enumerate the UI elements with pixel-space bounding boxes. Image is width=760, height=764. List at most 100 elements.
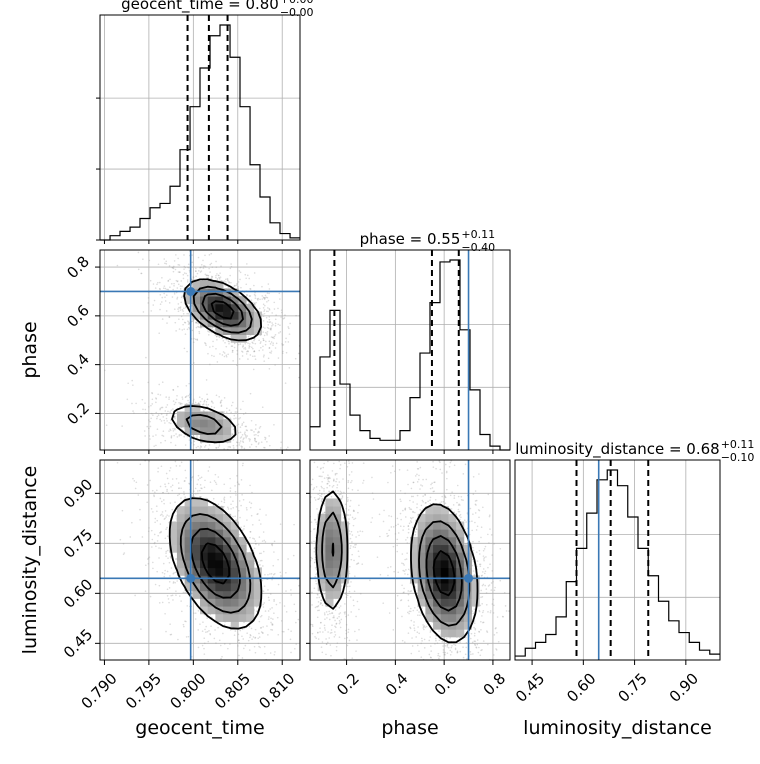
scatter-point: [295, 675, 297, 677]
scatter-point: [155, 287, 157, 289]
scatter-point: [404, 559, 406, 561]
scatter-point: [255, 297, 257, 299]
scatter-point: [251, 675, 253, 677]
scatter-point: [246, 353, 248, 355]
scatter-point: [264, 298, 266, 300]
scatter-point: [274, 573, 276, 575]
scatter-point: [180, 497, 182, 499]
scatter-point: [263, 315, 265, 317]
scatter-point: [340, 627, 342, 629]
scatter-point: [264, 574, 266, 576]
scatter-point: [220, 645, 222, 647]
scatter-point: [340, 612, 342, 614]
scatter-point: [209, 271, 211, 273]
scatter-point: [150, 405, 152, 407]
scatter-point: [264, 439, 266, 441]
scatter-point: [234, 485, 236, 487]
scatter-point: [166, 473, 168, 475]
scatter-point: [165, 406, 167, 408]
scatter-point: [175, 254, 177, 256]
scatter-point: [268, 618, 270, 620]
scatter-point: [210, 625, 212, 627]
scatter-point: [288, 328, 290, 330]
scatter-point: [361, 563, 363, 565]
scatter-point: [163, 435, 165, 437]
scatter-point: [333, 617, 335, 619]
scatter-point: [322, 467, 324, 469]
scatter-point: [161, 445, 163, 447]
scatter-point: [230, 418, 232, 420]
scatter-point: [220, 658, 222, 660]
scatter-point: [295, 315, 297, 317]
scatter-point: [355, 650, 357, 652]
scatter-point: [358, 629, 360, 631]
scatter-point: [323, 493, 325, 495]
scatter-point: [487, 494, 489, 496]
scatter-point: [236, 445, 238, 447]
scatter-point: [166, 420, 168, 422]
scatter-point: [244, 431, 246, 433]
scatter-point: [353, 518, 355, 520]
density-cell: [231, 598, 239, 606]
scatter-point: [188, 636, 190, 638]
scatter-point: [138, 252, 140, 254]
scatter-point: [313, 528, 315, 530]
scatter-point: [303, 489, 305, 491]
scatter-point: [256, 610, 258, 612]
scatter-point: [215, 277, 217, 279]
scatter-point: [151, 392, 153, 394]
scatter-point: [165, 551, 167, 553]
scatter-point: [229, 275, 231, 277]
scatter-point: [212, 464, 214, 466]
scatter-point: [307, 538, 309, 540]
scatter-point: [238, 655, 240, 657]
scatter-point: [354, 546, 356, 548]
scatter-point: [243, 413, 245, 415]
scatter-point: [203, 267, 205, 269]
scatter-point: [186, 395, 188, 397]
scatter-point: [182, 398, 184, 400]
scatter-point: [272, 618, 274, 620]
scatter-point: [202, 621, 204, 623]
scatter-point: [300, 596, 302, 598]
scatter-point: [179, 454, 181, 456]
scatter-point: [408, 569, 410, 571]
scatter-point: [347, 614, 349, 616]
scatter-point: [350, 596, 352, 598]
scatter-point: [117, 265, 119, 267]
scatter-point: [237, 353, 239, 355]
scatter-point: [338, 481, 340, 483]
scatter-point: [426, 626, 428, 628]
scatter-point: [196, 437, 198, 439]
scatter-point: [272, 671, 274, 673]
scatter-point: [254, 646, 256, 648]
scatter-point: [235, 494, 237, 496]
scatter-point: [337, 490, 339, 492]
scatter-point: [170, 595, 172, 597]
scatter-point: [160, 498, 162, 500]
scatter-point: [351, 471, 353, 473]
scatter-point: [168, 422, 170, 424]
scatter-point: [157, 471, 159, 473]
scatter-point: [311, 604, 313, 606]
scatter-point: [271, 350, 273, 352]
scatter-point: [167, 478, 169, 480]
density-cell: [223, 598, 231, 606]
scatter-point: [169, 470, 171, 472]
scatter-point: [324, 477, 326, 479]
scatter-point: [268, 300, 270, 302]
scatter-point: [312, 625, 314, 627]
scatter-point: [314, 576, 316, 578]
scatter-point: [152, 568, 154, 570]
scatter-point: [249, 440, 251, 442]
scatter-point: [263, 326, 265, 328]
scatter-point: [256, 441, 258, 443]
scatter-point: [164, 538, 166, 540]
scatter-point: [470, 508, 472, 510]
scatter-point: [253, 434, 255, 436]
density-cell: [223, 583, 231, 591]
scatter-point: [327, 614, 329, 616]
scatter-point: [339, 607, 341, 609]
scatter-point: [319, 627, 321, 629]
scatter-point: [407, 469, 409, 471]
